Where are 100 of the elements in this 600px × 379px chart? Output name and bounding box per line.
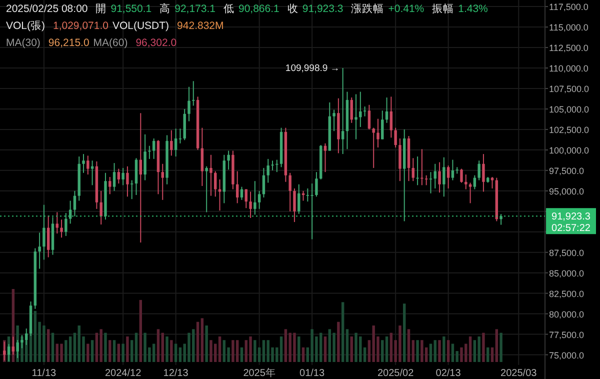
candlestick	[451, 159, 454, 181]
bar	[254, 340, 256, 362]
bar	[482, 332, 485, 362]
bar	[429, 344, 432, 362]
bar	[170, 340, 173, 362]
bar	[68, 336, 72, 362]
candlestick	[266, 158, 270, 184]
bar	[473, 340, 476, 362]
candlestick	[161, 163, 164, 200]
text: 02:57:22	[552, 223, 591, 234]
bar	[298, 336, 300, 362]
x-tick-label: 2025/02	[377, 368, 414, 379]
candlestick	[473, 174, 476, 190]
bar	[438, 340, 441, 362]
bar	[262, 340, 266, 362]
candlestick	[324, 142, 327, 173]
candlestick	[60, 219, 63, 238]
bar	[108, 340, 112, 362]
annotation: MA(60)	[93, 37, 128, 49]
ref-line-label: 91,923.3	[552, 212, 591, 223]
y-tick-label: 80,000.0	[549, 309, 584, 320]
candlestick	[170, 130, 173, 156]
y-tick-label: 87,500.0	[549, 248, 584, 258]
annotation: 92,173.1	[174, 3, 216, 15]
candlestick	[394, 127, 397, 148]
y-tick-label: 82,500.0	[549, 288, 584, 299]
candlestick	[306, 188, 310, 202]
candlestick	[500, 214, 502, 226]
bar	[240, 347, 244, 362]
candlestick	[240, 186, 244, 200]
annotation: 96,302.0	[136, 37, 177, 49]
bar	[152, 344, 156, 362]
y-tick-label: 102,500.0	[549, 124, 590, 135]
annotation: 高	[160, 2, 171, 15]
candlestick	[310, 183, 314, 240]
bar	[385, 336, 388, 362]
bar	[130, 340, 134, 362]
candlestick	[381, 110, 384, 140]
bar	[319, 332, 322, 362]
candlestick	[429, 172, 432, 194]
candlestick	[214, 170, 217, 198]
candlestick	[244, 188, 248, 209]
candlestick	[12, 336, 15, 356]
candlestick	[332, 109, 336, 132]
bar	[500, 332, 502, 362]
candlestick	[258, 190, 261, 210]
bar	[232, 340, 234, 362]
y-tick-label: 95,000.0	[549, 186, 584, 196]
candlestick	[178, 128, 182, 144]
bar	[104, 332, 107, 362]
candlestick	[38, 232, 41, 270]
candlestick	[434, 163, 436, 189]
candlestick	[188, 86, 190, 122]
bar	[46, 329, 50, 362]
annotation: VOL(USDT)	[112, 20, 170, 32]
annotation: 90,866.1	[238, 3, 280, 15]
bar	[166, 336, 168, 362]
candlestick	[298, 184, 300, 214]
candlestick	[390, 96, 393, 138]
candlestick	[350, 96, 353, 124]
bar	[407, 329, 410, 362]
candlestick	[117, 168, 120, 184]
x-tick-label: 01/13	[300, 368, 326, 379]
bar	[200, 318, 204, 362]
candlestick	[100, 190, 102, 225]
annotation: 1,029,071.0	[53, 20, 109, 32]
candlestick	[126, 166, 129, 198]
annotation: 1.43%	[458, 3, 488, 15]
bar	[218, 336, 222, 362]
candlestick	[442, 156, 446, 198]
bar	[34, 310, 37, 362]
bar	[73, 332, 76, 362]
candlestick	[460, 168, 463, 184]
y-tick-label: 107,500.0	[549, 84, 590, 94]
candlestick	[112, 162, 116, 192]
bar	[156, 329, 160, 362]
candlestick	[200, 127, 204, 186]
x-tick-label: 2024/12	[104, 368, 142, 379]
bar	[495, 329, 498, 362]
candlestick	[482, 154, 485, 192]
annotation: 振幅	[432, 3, 454, 15]
candlestick	[56, 212, 58, 234]
candlestick	[42, 204, 46, 260]
candlestick	[205, 166, 208, 213]
annotation: 91,923.3	[302, 3, 344, 15]
bar	[490, 347, 494, 362]
bar	[451, 344, 454, 362]
y-tick-label: 75,000.0	[549, 350, 584, 360]
bar	[434, 340, 436, 362]
annotation: 開	[96, 3, 107, 15]
y-tick-label: 112,500.0	[549, 43, 588, 54]
bar	[324, 336, 327, 362]
y-tick-label: 105,000.0	[549, 104, 590, 114]
candlestick	[192, 80, 195, 106]
candlestick	[236, 170, 239, 204]
bar	[60, 344, 63, 362]
candlestick	[385, 96, 388, 124]
bar	[402, 304, 406, 362]
bar	[161, 332, 164, 362]
bar	[420, 340, 424, 362]
